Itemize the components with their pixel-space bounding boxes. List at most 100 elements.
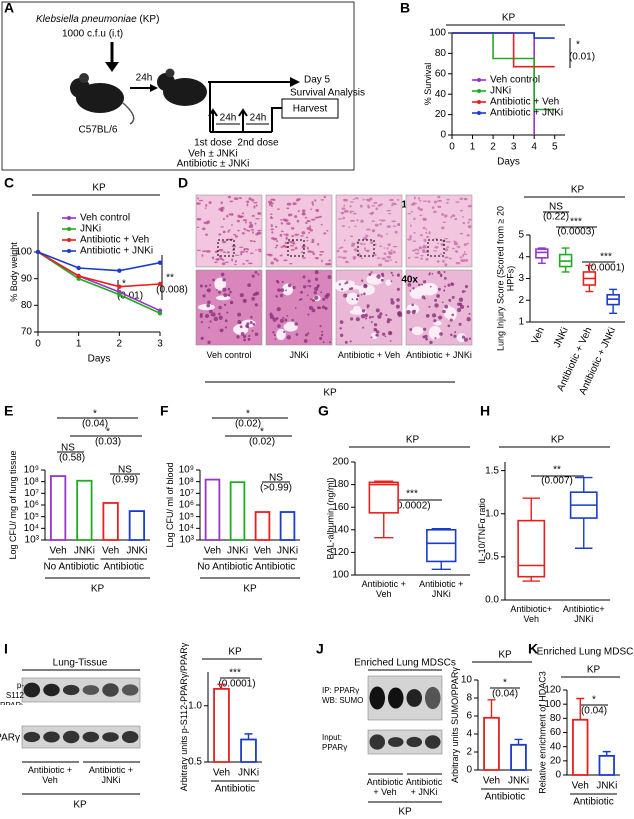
tissue-texture: [352, 257, 356, 260]
tissue-texture: [443, 277, 447, 280]
tissue-texture: [203, 221, 206, 224]
y-axis-label: % Body weight: [9, 242, 19, 302]
tissue-texture: [453, 241, 458, 245]
tissue-texture: [368, 272, 372, 276]
tissue-texture: [343, 204, 346, 207]
y-tick-label: 60: [435, 68, 447, 79]
tissue-texture: [254, 271, 258, 274]
y-tick-label: 8: [466, 693, 472, 704]
tissue-texture: [414, 252, 420, 255]
tissue-texture: [249, 240, 253, 242]
data-point: [117, 292, 122, 297]
x-tick-label: 2: [490, 142, 496, 153]
tissue-texture: [338, 218, 343, 220]
series-line: [37, 251, 161, 272]
annotation: *: [260, 427, 264, 438]
x-tick-label: Veh: [530, 326, 547, 346]
dose-label: 2nd dose: [237, 138, 279, 149]
tissue-texture: [314, 199, 317, 202]
annotation: (0.008): [156, 285, 188, 296]
x-tick-label: JNKi: [74, 546, 95, 557]
annotation: (0.22): [543, 212, 569, 223]
tissue-texture: [300, 251, 304, 254]
tissue-texture: [240, 252, 243, 256]
tissue-texture: [428, 305, 431, 308]
tissue-texture: [227, 230, 230, 233]
tissue-texture: [459, 197, 464, 201]
tissue-texture: [276, 307, 281, 312]
tissue-texture: [377, 314, 382, 319]
tissue-texture: [318, 215, 322, 218]
x-tick-label: 3: [511, 142, 517, 153]
y-tick-label: 80: [21, 300, 33, 311]
alveolus: [233, 324, 249, 335]
tissue-texture: [451, 214, 456, 217]
tissue-texture: [377, 233, 381, 237]
tissue-texture: [389, 340, 392, 342]
tissue-texture: [377, 204, 381, 207]
tissue-texture: [378, 263, 383, 267]
tissue-texture: [444, 285, 446, 288]
y-tick-label: 180: [332, 479, 349, 490]
tissue-texture: [197, 197, 199, 200]
tissue-texture: [208, 326, 211, 329]
tissue-texture: [292, 202, 297, 206]
tissue-texture: [413, 232, 416, 234]
panel-label: G: [318, 403, 329, 419]
tissue-texture: [409, 328, 413, 331]
blot-band: [23, 682, 41, 698]
tissue-texture: [314, 270, 319, 275]
tissue-texture: [451, 247, 455, 250]
annotation: (0.02): [249, 437, 275, 448]
tissue-texture: [294, 307, 297, 309]
arrow-head: [150, 84, 158, 92]
box: [535, 248, 549, 259]
tissue-texture: [222, 230, 226, 234]
tissue-texture: [429, 340, 433, 345]
tissue-texture: [247, 283, 252, 288]
tissue-texture: [242, 219, 248, 222]
tissue-texture: [351, 244, 355, 247]
tissue-texture: [301, 245, 307, 248]
annotation: NS: [61, 443, 75, 454]
tissue-texture: [227, 195, 232, 199]
tissue-texture: [395, 304, 400, 309]
tissue-texture: [419, 199, 422, 202]
tissue-texture: [280, 230, 284, 233]
tissue-texture: [256, 231, 262, 235]
tissue-texture: [444, 304, 449, 309]
tissue-texture: [283, 259, 288, 262]
group-label-box: Antibiotic + JNKi: [89, 765, 133, 785]
tissue-texture: [199, 284, 203, 288]
tissue-texture: [364, 284, 368, 288]
tissue-texture: [392, 225, 397, 227]
tissue-texture: [328, 341, 332, 344]
tissue-texture: [224, 326, 228, 329]
tissue-texture: [385, 233, 389, 235]
tissue-texture: [236, 219, 241, 223]
x-tick-label: JNKi: [508, 776, 529, 787]
tissue-texture: [253, 205, 256, 209]
tissue-texture: [383, 247, 386, 249]
y-tick-label: 10⁵: [24, 511, 39, 522]
tissue-texture: [362, 326, 365, 329]
tissue-texture: [370, 212, 373, 216]
tissue-texture: [386, 247, 389, 250]
tissue-texture: [464, 290, 466, 293]
series-line: [452, 32, 555, 39]
tissue-texture: [307, 332, 310, 335]
x-tick-label: 0: [449, 142, 455, 153]
data-point: [117, 268, 122, 273]
legend-marker: [477, 78, 481, 82]
tissue-texture: [444, 238, 449, 240]
tissue-texture: [433, 319, 437, 323]
bar: [510, 743, 527, 771]
tissue-texture: [302, 275, 306, 279]
x-tick-label: JNKi: [596, 781, 617, 792]
error-bar: [576, 697, 585, 720]
tissue-texture: [461, 290, 465, 294]
tissue-texture: [279, 254, 283, 257]
tissue-texture: [307, 250, 312, 253]
tissue-texture: [289, 240, 295, 244]
tissue-texture: [246, 203, 249, 207]
